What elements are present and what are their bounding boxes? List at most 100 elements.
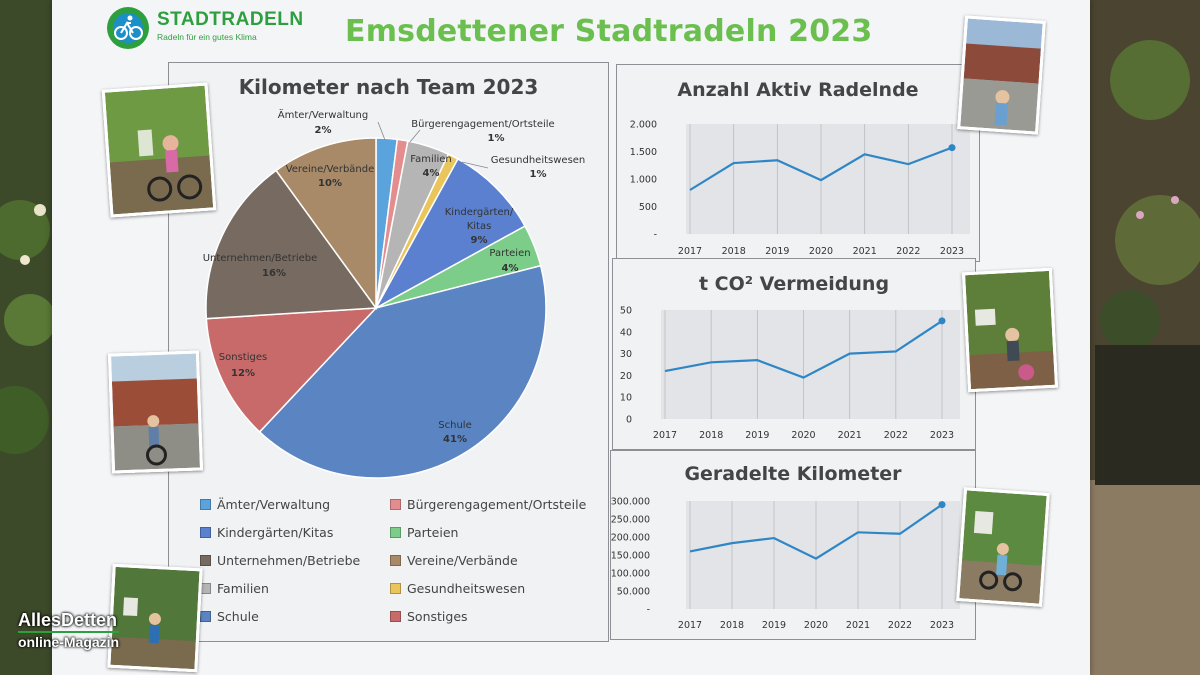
pie-slice-percent: 12%: [231, 368, 255, 379]
pie-slice: [374, 158, 526, 310]
legend-swatch: [390, 583, 401, 594]
legend-label: Kindergärten/Kitas: [217, 525, 334, 540]
x-tick-label: 2022: [896, 246, 920, 257]
legend-item: Ämter/Verwaltung: [200, 497, 330, 512]
series-point: [938, 317, 946, 325]
legend-swatch: [200, 611, 211, 622]
legend-label: Schule: [217, 609, 259, 624]
legend-label: Bürgerengagement/Ortsteile: [407, 497, 587, 512]
legend-label: Vereine/Verbände: [407, 553, 518, 568]
legend-label: Sonstiges: [407, 609, 468, 624]
legend-label: Familien: [217, 581, 269, 596]
x-tick-label: 2019: [765, 246, 789, 257]
y-tick-label: 200.000: [611, 533, 650, 544]
photo-child-street: [107, 350, 204, 474]
line-chart-title: t CO² Vermeidung: [698, 273, 890, 295]
legend-item: Schule: [200, 609, 259, 624]
y-tick-label: 1.500: [630, 147, 657, 158]
y-tick-label: 500: [639, 202, 657, 213]
x-tick-label: 2018: [720, 620, 744, 631]
y-tick-label: 40: [620, 327, 632, 338]
y-tick-label: 150.000: [611, 551, 650, 562]
y-tick-label: 20: [620, 371, 632, 382]
legend-item: Vereine/Verbände: [390, 553, 518, 568]
photo-child-sign: [961, 267, 1059, 393]
pie-slice-label: Ämter/Verwaltung: [278, 108, 369, 121]
pie-slice-label: Gesundheitswesen: [491, 155, 586, 166]
leader-line: [409, 129, 421, 143]
line-chart-title: Geradelte Kilometer: [684, 463, 902, 485]
pie-slice: [275, 137, 377, 311]
legend-swatch: [390, 527, 401, 538]
x-tick-label: 2020: [804, 620, 828, 631]
pie-slice-label: Parteien: [489, 248, 530, 259]
x-tick-label: 2017: [678, 246, 702, 257]
y-tick-label: 300.000: [611, 497, 650, 508]
photo-child-bike-forest: [101, 82, 217, 218]
legend-item: Parteien: [390, 525, 458, 540]
watermark: AllesDetten online-Magazin: [18, 610, 120, 650]
legend-label: Parteien: [407, 525, 459, 540]
x-tick-label: 2020: [809, 246, 833, 257]
y-tick-label: -: [647, 605, 650, 616]
pie-slice-percent: 16%: [262, 268, 286, 279]
photo-child-town: [957, 15, 1046, 135]
series-line: [689, 146, 953, 191]
x-tick-label: 2022: [884, 430, 908, 441]
pie-slice-label: Familien: [410, 154, 452, 165]
legend-label: Ämter/Verwaltung: [217, 497, 331, 512]
pie-slice-percent: 9%: [471, 235, 488, 246]
y-tick-label: 10: [620, 393, 632, 404]
y-tick-label: 30: [620, 349, 632, 360]
x-tick-label: 2021: [838, 430, 862, 441]
pie-slice-percent: 1%: [488, 133, 505, 144]
y-tick-label: -: [654, 230, 657, 241]
series-line: [664, 319, 943, 379]
legend-swatch: [200, 527, 211, 538]
legend-swatch: [390, 499, 401, 510]
line-chart-title: Anzahl Aktiv Radelnde: [677, 79, 919, 101]
pie-slice-percent: 4%: [502, 263, 519, 274]
pie-slice-percent: 10%: [318, 178, 342, 189]
plot-area: [661, 310, 960, 419]
y-tick-label: 50: [620, 306, 632, 317]
x-tick-label: 2021: [853, 246, 877, 257]
pie-slice: [205, 169, 378, 320]
pie-slice-label: Schule: [438, 420, 471, 431]
legend-swatch: [390, 555, 401, 566]
legend-swatch: [200, 499, 211, 510]
pie-slice-percent: 1%: [530, 169, 547, 180]
plot-area: [686, 124, 970, 234]
legend-swatch: [200, 583, 211, 594]
x-tick-label: 2019: [762, 620, 786, 631]
pie-slice-label: Unternehmen/Betriebe: [203, 253, 318, 264]
legend-swatch: [390, 611, 401, 622]
legend-item: Bürgerengagement/Ortsteile: [390, 497, 586, 512]
pie-slice-label: Bürgerengagement/Ortsteile: [411, 119, 554, 130]
x-tick-label: 2018: [699, 430, 723, 441]
y-tick-label: 2.000: [630, 120, 657, 131]
leader-line: [461, 161, 489, 169]
series-line: [689, 503, 943, 560]
series-point: [948, 144, 956, 152]
legend-item: Sonstiges: [390, 609, 468, 624]
legend-item: Unternehmen/Betriebe: [200, 553, 360, 568]
x-tick-label: 2023: [930, 430, 954, 441]
x-tick-label: 2020: [791, 430, 815, 441]
pie-slice-percent: 2%: [315, 125, 332, 136]
x-tick-label: 2017: [653, 430, 677, 441]
y-tick-label: 0: [626, 415, 632, 426]
legend-label: Unternehmen/Betriebe: [217, 553, 361, 568]
pie-slice-label: Kitas: [467, 221, 492, 232]
legend-label: Gesundheitswesen: [407, 581, 526, 596]
watermark-line1: AllesDetten: [18, 610, 118, 630]
logo-name: STADTRADELN: [157, 9, 304, 30]
pie-slice-percent: 41%: [443, 434, 467, 445]
legend-swatch: [200, 555, 211, 566]
x-tick-label: 2022: [888, 620, 912, 631]
photo-child-parking: [956, 487, 1050, 607]
x-tick-label: 2023: [930, 620, 954, 631]
pie-chart-title: Kilometer nach Team 2023: [238, 75, 539, 99]
pie-slice-label: Sonstiges: [219, 352, 267, 363]
